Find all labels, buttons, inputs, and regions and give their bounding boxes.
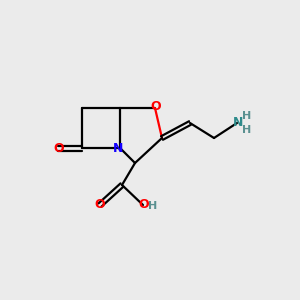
Text: O: O	[95, 199, 105, 212]
Text: H: H	[242, 125, 252, 135]
Text: N: N	[233, 116, 243, 130]
Text: O: O	[151, 100, 161, 113]
Text: H: H	[242, 111, 252, 121]
Text: O: O	[54, 142, 64, 154]
Text: H: H	[148, 201, 158, 211]
Text: O: O	[139, 199, 149, 212]
Text: N: N	[113, 142, 123, 154]
